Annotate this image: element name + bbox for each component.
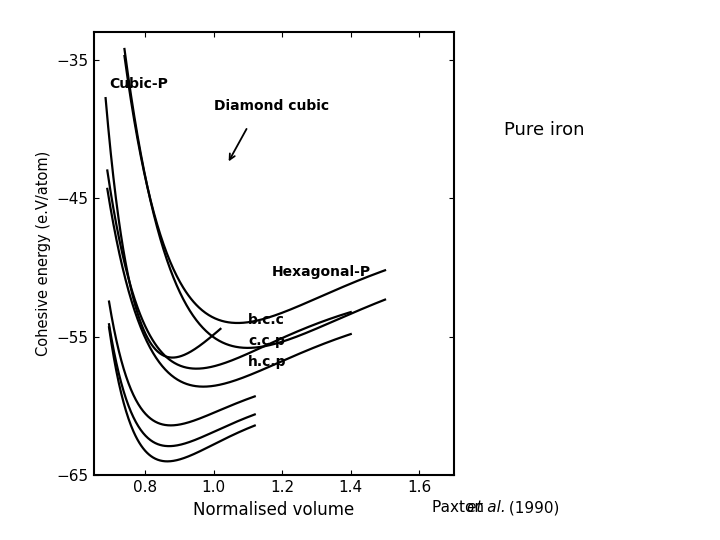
Text: et al.: et al.	[467, 500, 505, 515]
Text: Paxton: Paxton	[432, 500, 489, 515]
Y-axis label: Cohesive energy (e.V/atom): Cohesive energy (e.V/atom)	[36, 151, 51, 356]
Text: h.c.p: h.c.p	[248, 355, 287, 369]
Text: Diamond cubic: Diamond cubic	[214, 99, 329, 113]
Text: c.c.p: c.c.p	[248, 334, 285, 348]
Text: Pure iron: Pure iron	[504, 120, 585, 139]
Text: Hexagonal-P: Hexagonal-P	[272, 265, 371, 279]
Text: b.c.c: b.c.c	[248, 313, 285, 327]
Text: Cubic-P: Cubic-P	[109, 77, 168, 91]
X-axis label: Normalised volume: Normalised volume	[193, 501, 354, 518]
Text: (1990): (1990)	[504, 500, 559, 515]
